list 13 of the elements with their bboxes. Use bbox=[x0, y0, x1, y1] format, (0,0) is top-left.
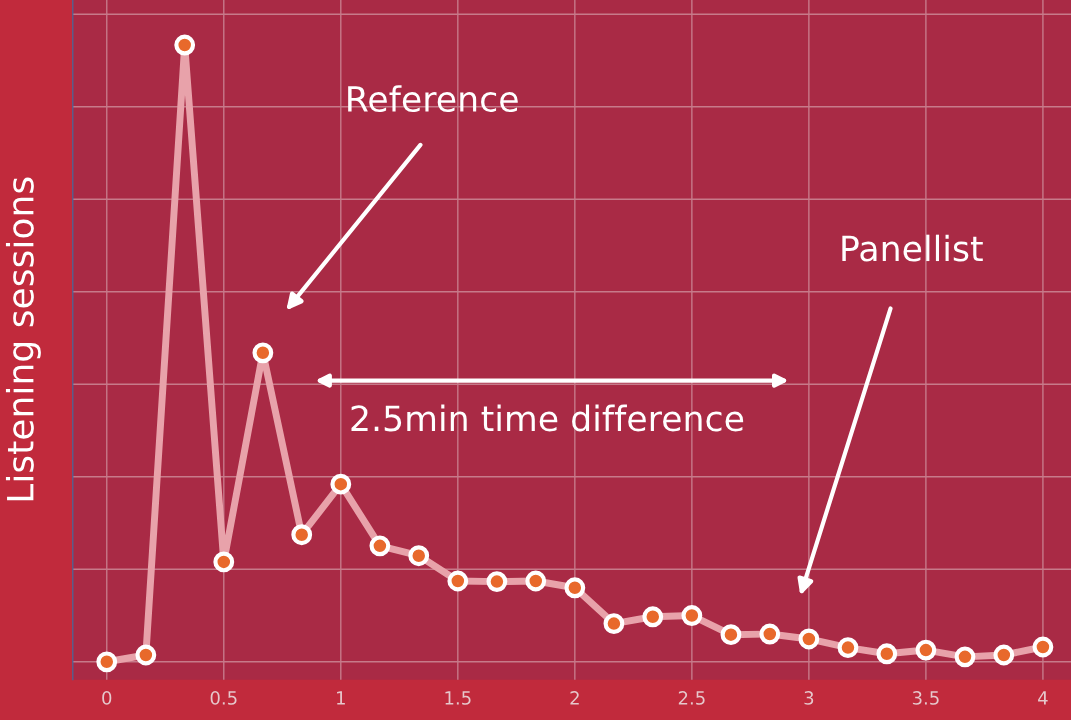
annotation: Reference bbox=[348, 85, 518, 113]
x-tick-label: 1.5 bbox=[445, 691, 471, 705]
x-tick-label: 3.5 bbox=[912, 691, 939, 705]
annotation: 2.5min time difference bbox=[351, 404, 744, 432]
x-tick-label: 3 bbox=[804, 691, 814, 705]
x-tick-label: 2 bbox=[570, 691, 579, 705]
annotation: Panellist bbox=[842, 234, 983, 262]
x-tick-label: 4 bbox=[1038, 691, 1048, 705]
x-tick-label: 2.5 bbox=[678, 691, 705, 705]
y-axis-title: Listening sessions bbox=[5, 177, 41, 501]
x-tick-label: 1 bbox=[337, 691, 345, 705]
x-tick-label: 0.5 bbox=[210, 691, 237, 705]
x-tick-label: 0 bbox=[102, 691, 112, 705]
